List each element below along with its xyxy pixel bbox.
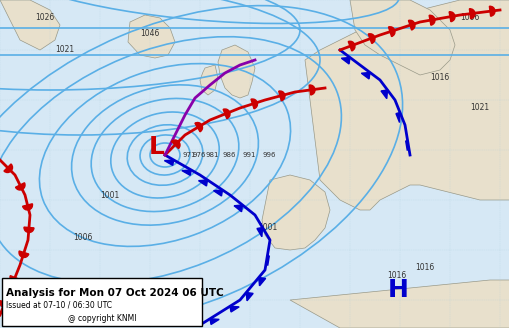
- Wedge shape: [278, 91, 285, 101]
- Wedge shape: [448, 12, 454, 22]
- Wedge shape: [408, 20, 414, 30]
- Wedge shape: [428, 15, 434, 25]
- Wedge shape: [4, 164, 13, 173]
- Wedge shape: [194, 122, 202, 132]
- FancyBboxPatch shape: [2, 278, 202, 326]
- Text: 971: 971: [183, 152, 196, 158]
- Polygon shape: [210, 319, 219, 324]
- Text: H: H: [387, 278, 408, 302]
- Polygon shape: [257, 228, 262, 237]
- Text: 1026: 1026: [35, 13, 54, 23]
- Polygon shape: [234, 205, 242, 212]
- Text: L: L: [149, 135, 164, 159]
- Wedge shape: [250, 99, 257, 109]
- Wedge shape: [10, 276, 20, 282]
- Text: 1001: 1001: [258, 223, 277, 233]
- Polygon shape: [164, 160, 174, 165]
- Text: 1016: 1016: [414, 263, 433, 272]
- Wedge shape: [388, 27, 394, 36]
- Polygon shape: [128, 15, 175, 58]
- Polygon shape: [395, 113, 399, 123]
- Text: 976: 976: [192, 152, 206, 158]
- Polygon shape: [198, 180, 207, 186]
- Polygon shape: [361, 72, 369, 79]
- Wedge shape: [309, 85, 315, 95]
- Polygon shape: [258, 277, 265, 286]
- Polygon shape: [0, 0, 60, 50]
- Text: 1021: 1021: [55, 46, 74, 54]
- Text: 986: 986: [222, 152, 236, 158]
- Text: 981: 981: [206, 152, 219, 158]
- Polygon shape: [246, 293, 252, 301]
- Wedge shape: [22, 204, 33, 210]
- Polygon shape: [230, 306, 239, 312]
- Text: @ copyright KNMI: @ copyright KNMI: [68, 314, 136, 323]
- Text: 1006: 1006: [73, 234, 92, 242]
- Wedge shape: [468, 9, 474, 19]
- Wedge shape: [348, 41, 354, 51]
- Text: 1001: 1001: [100, 191, 119, 199]
- Polygon shape: [200, 65, 217, 95]
- Polygon shape: [290, 280, 509, 328]
- Wedge shape: [171, 140, 180, 149]
- Text: Analysis for Mon 07 Oct 2024 06 UTC: Analysis for Mon 07 Oct 2024 06 UTC: [6, 288, 223, 298]
- Polygon shape: [380, 90, 387, 99]
- Polygon shape: [217, 45, 254, 98]
- Wedge shape: [24, 227, 34, 233]
- Text: 1016: 1016: [429, 73, 448, 82]
- Text: 996: 996: [263, 152, 276, 158]
- Polygon shape: [304, 0, 509, 210]
- Text: 1046: 1046: [140, 29, 159, 37]
- Polygon shape: [405, 140, 407, 151]
- Polygon shape: [262, 175, 329, 250]
- Text: 1006: 1006: [459, 13, 478, 22]
- Wedge shape: [367, 34, 374, 43]
- Text: 1021: 1021: [469, 103, 488, 112]
- Wedge shape: [489, 6, 494, 16]
- Text: Issued at 07-10 / 06:30 UTC: Issued at 07-10 / 06:30 UTC: [6, 301, 112, 310]
- Polygon shape: [341, 57, 349, 64]
- Polygon shape: [349, 0, 454, 75]
- Text: 991: 991: [242, 152, 256, 158]
- Polygon shape: [267, 255, 269, 266]
- Text: 1016: 1016: [387, 271, 406, 280]
- Wedge shape: [223, 109, 230, 119]
- Wedge shape: [19, 251, 29, 257]
- Wedge shape: [15, 183, 25, 190]
- Polygon shape: [182, 170, 191, 175]
- Polygon shape: [213, 190, 222, 196]
- Wedge shape: [0, 301, 10, 307]
